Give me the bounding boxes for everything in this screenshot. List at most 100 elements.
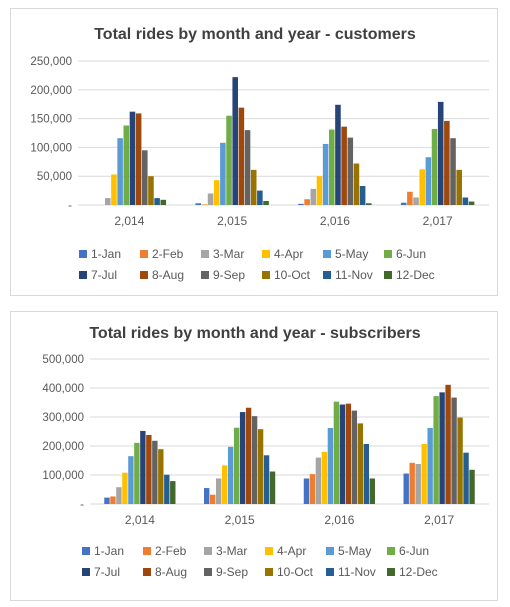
- subscribers-bar-12-Dec-2,014: [170, 481, 176, 504]
- subscribers-bar-7-Jul-2,017: [439, 392, 445, 504]
- customers-bar-5-May-2,017: [425, 157, 432, 205]
- customers-bar-6-Jun-2,015: [226, 115, 232, 205]
- customers-legend-label: 11-Nov: [335, 268, 373, 282]
- customers-y-tick-label: 150,000: [30, 114, 72, 126]
- subscribers-y-tick-label: 100,000: [42, 470, 84, 482]
- subscribers-x-tick-label: 2,015: [225, 513, 255, 527]
- subscribers-bar-2-Feb-2,014: [110, 496, 116, 504]
- customers-bar-11-Nov-2,015: [257, 190, 263, 205]
- subscribers-x-tick-label: 2,017: [424, 513, 454, 527]
- customers-bar-8-Aug-2,017: [444, 120, 450, 205]
- subscribers-bar-12-Dec-2,015: [269, 471, 276, 504]
- subscribers-legend-swatch: [265, 568, 273, 576]
- customers-bar-7-Jul-2,014: [129, 111, 136, 205]
- subscribers-legend-label: 5-May: [338, 544, 371, 558]
- subscribers-legend-swatch: [265, 547, 273, 555]
- subscribers-bar-5-May-2,015: [227, 446, 234, 504]
- subscribers-bar-7-Jul-2,015: [239, 412, 246, 504]
- customers-chart: Total rides by month and year - customer…: [30, 26, 489, 282]
- subscribers-chart-panel: Total rides by month and year - subscrib…: [10, 311, 498, 601]
- customers-bar-9-Sep-2,015: [244, 130, 251, 205]
- customers-bar-3-Mar-2,017: [413, 197, 419, 205]
- subscribers-bar-4-Apr-2,015: [221, 465, 228, 504]
- customers-bar-5-May-2,014: [117, 138, 123, 205]
- subscribers-bar-1-Jan-2,014: [104, 497, 110, 504]
- subscribers-bar-2-Feb-2,017: [409, 462, 415, 504]
- customers-chart-title: Total rides by month and year - customer…: [94, 26, 416, 43]
- customers-bar-12-Dec-2,014: [160, 199, 167, 205]
- subscribers-y-tick-label: 400,000: [42, 383, 84, 395]
- subscribers-bar-3-Mar-2,017: [415, 463, 421, 504]
- customers-bar-6-Jun-2,017: [431, 128, 438, 205]
- customers-legend-swatch: [262, 271, 270, 279]
- subscribers-bar-7-Jul-2,014: [140, 430, 146, 504]
- subscribers-bar-4-Apr-2,014: [122, 472, 128, 504]
- customers-bar-7-Jul-2,015: [232, 77, 238, 205]
- subscribers-legend-swatch: [326, 568, 334, 576]
- customers-bar-8-Aug-2,016: [341, 126, 347, 205]
- customers-bar-5-May-2,016: [322, 143, 329, 205]
- customers-legend-label: 4-Apr: [274, 247, 303, 261]
- subscribers-legend-label: 1-Jan: [94, 544, 124, 558]
- subscribers-y-tick-label: -: [80, 499, 84, 511]
- subscribers-bar-1-Jan-2,015: [204, 488, 210, 504]
- subscribers-bar-7-Jul-2,016: [339, 404, 346, 504]
- customers-legend-swatch: [140, 271, 148, 279]
- subscribers-y-tick-label: 200,000: [42, 441, 84, 453]
- customers-bar-6-Jun-2,016: [329, 129, 335, 205]
- customers-legend-label: 8-Aug: [152, 268, 184, 282]
- subscribers-legend-swatch: [204, 547, 212, 555]
- subscribers-bar-12-Dec-2,016: [369, 478, 375, 504]
- subscribers-bar-3-Mar-2,016: [315, 457, 322, 504]
- customers-bar-10-Oct-2,015: [250, 169, 257, 205]
- subscribers-legend-swatch: [143, 547, 151, 555]
- customers-legend-swatch: [323, 250, 331, 258]
- subscribers-chart: Total rides by month and year - subscrib…: [42, 325, 489, 579]
- customers-bar-4-Apr-2,016: [316, 176, 323, 205]
- subscribers-bar-6-Jun-2,015: [233, 427, 240, 504]
- customers-bar-10-Oct-2,017: [456, 169, 462, 205]
- subscribers-bar-8-Aug-2,017: [445, 384, 451, 504]
- subscribers-bar-2-Feb-2,015: [210, 494, 216, 504]
- subscribers-bar-2-Feb-2,016: [309, 474, 316, 504]
- customers-legend-label: 6-Jun: [396, 247, 426, 261]
- customers-legend-swatch: [79, 250, 87, 258]
- customers-bar-6-Jun-2,014: [123, 125, 130, 205]
- customers-bar-12-Dec-2,015: [263, 200, 269, 205]
- subscribers-bar-9-Sep-2,017: [451, 397, 457, 504]
- customers-legend-label: 7-Jul: [91, 268, 117, 282]
- customers-bar-3-Mar-2,016: [310, 188, 317, 205]
- customers-bar-12-Dec-2,016: [366, 203, 372, 205]
- customers-y-tick-label: 50,000: [37, 171, 72, 183]
- subscribers-legend-label: 11-Nov: [338, 565, 376, 579]
- customers-legend-swatch: [323, 271, 331, 279]
- customers-bar-2-Feb-2,017: [407, 191, 413, 205]
- subscribers-bar-4-Apr-2,016: [321, 451, 328, 504]
- customers-bar-1-Jan-2,016: [298, 203, 304, 205]
- customers-bar-10-Oct-2,014: [148, 176, 154, 205]
- customers-legend-swatch: [384, 250, 392, 258]
- customers-bar-7-Jul-2,017: [437, 101, 444, 205]
- customers-legend-swatch: [140, 250, 148, 258]
- subscribers-bar-10-Oct-2,016: [357, 423, 364, 504]
- customers-bar-4-Apr-2,015: [213, 180, 220, 205]
- subscribers-bar-3-Mar-2,014: [116, 487, 122, 504]
- subscribers-bar-5-May-2,017: [427, 428, 433, 504]
- subscribers-legend-label: 12-Dec: [399, 565, 438, 579]
- customers-bar-9-Sep-2,016: [347, 137, 354, 205]
- customers-legend-label: 10-Oct: [274, 268, 311, 282]
- customers-legend-label: 1-Jan: [91, 247, 121, 261]
- customers-legend-label: 5-May: [335, 247, 368, 261]
- subscribers-legend-label: 2-Feb: [155, 544, 187, 558]
- customers-legend-swatch: [201, 271, 209, 279]
- customers-y-tick-label: -: [68, 200, 72, 212]
- subscribers-bar-3-Mar-2,015: [215, 478, 222, 504]
- subscribers-bar-11-Nov-2,017: [463, 452, 469, 504]
- subscribers-bar-9-Sep-2,015: [251, 416, 258, 504]
- customers-legend-swatch: [79, 271, 87, 279]
- customers-bar-4-Apr-2,017: [419, 169, 425, 205]
- subscribers-bar-11-Nov-2,016: [363, 443, 369, 504]
- subscribers-bar-9-Sep-2,016: [351, 410, 358, 504]
- customers-legend-label: 3-Mar: [213, 247, 244, 261]
- subscribers-bar-9-Sep-2,014: [152, 440, 158, 504]
